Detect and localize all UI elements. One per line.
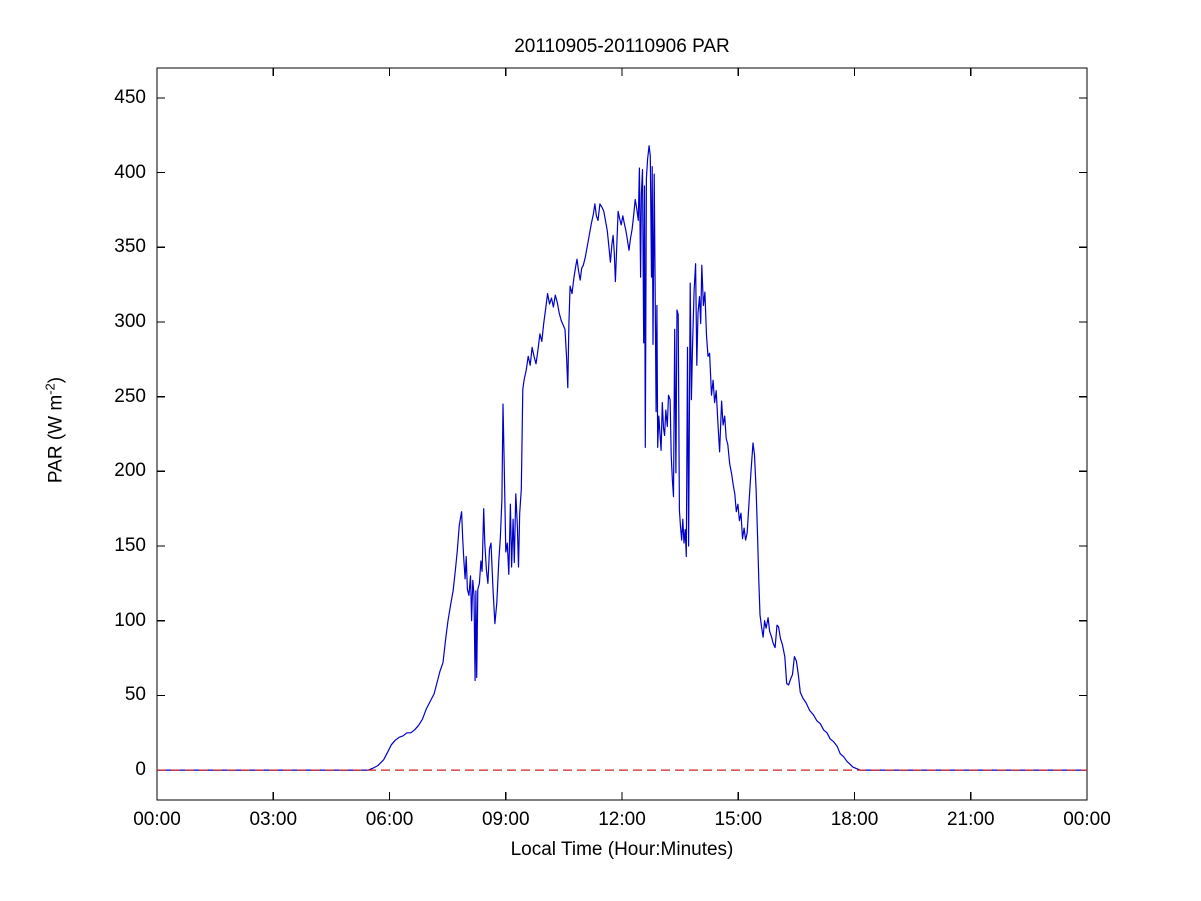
y-tick-label: 400: [114, 161, 146, 183]
x-tick-label: 06:00: [365, 809, 414, 830]
y-tick-label: 0: [135, 759, 146, 781]
y-tick-label: 250: [114, 385, 146, 407]
x-tick-label: 21:00: [946, 809, 995, 830]
chart-title: 20110905-20110906 PAR: [514, 36, 730, 57]
y-tick-label: 200: [114, 460, 146, 482]
y-tick-label: 50: [124, 684, 146, 706]
y-tick-label: 150: [114, 535, 146, 557]
y-tick-label: 450: [114, 86, 146, 108]
y-tick-label: 300: [114, 310, 146, 332]
y-tick-label: 100: [114, 609, 146, 631]
x-tick-label: 03:00: [249, 809, 298, 830]
y-axis-label-text: PAR (W m: [45, 394, 67, 484]
x-tick-label: 00:00: [1063, 809, 1111, 830]
axes-box: [156, 67, 1088, 801]
x-axis-label: Local Time (Hour:Minutes): [510, 839, 734, 860]
x-tick-label: 09:00: [481, 809, 530, 830]
y-axis-label-exponent: -2: [42, 383, 58, 395]
x-tick-label: 12:00: [598, 809, 646, 830]
y-axis-label-close: ): [45, 376, 67, 384]
y-axis-label: PAR (W m-2): [42, 377, 67, 483]
y-tick-label: 350: [114, 236, 146, 258]
x-tick-label: 00:00: [133, 809, 181, 830]
x-tick-label: 18:00: [830, 809, 879, 830]
par-series-line: [157, 145, 1087, 771]
x-tick-label: 15:00: [714, 809, 763, 830]
